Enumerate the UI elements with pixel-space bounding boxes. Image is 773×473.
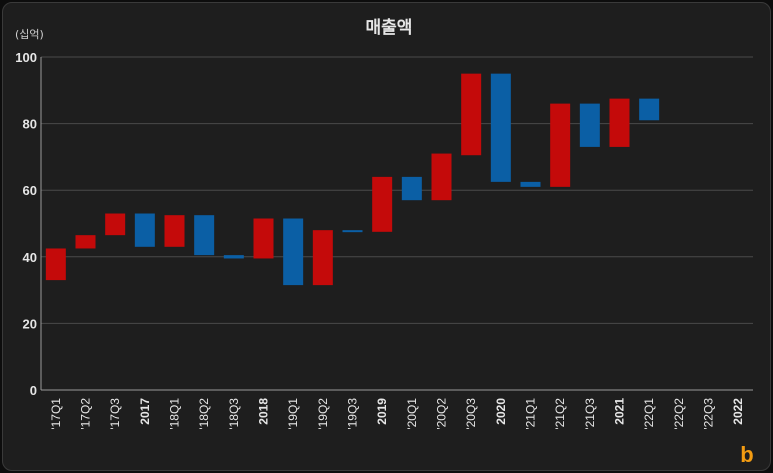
brand-logo: b — [740, 442, 753, 467]
x-tick-label: '22Q1 — [642, 398, 656, 430]
x-tick-label: '19Q2 — [316, 398, 330, 430]
bar-17Q3 — [105, 213, 126, 236]
bar-19Q1 — [283, 218, 304, 286]
chart-title: 매출액 — [366, 18, 413, 38]
y-unit-label: (십억) — [15, 28, 44, 41]
bar-2018 — [253, 218, 274, 259]
x-tick-label: 2020 — [494, 398, 508, 425]
x-tick-label: '18Q3 — [227, 398, 241, 430]
x-tick-label: '20Q1 — [405, 398, 419, 430]
x-tick-label: 2017 — [138, 398, 152, 425]
bar-17Q2 — [75, 235, 96, 249]
x-tick-label: '20Q3 — [464, 398, 478, 430]
x-tick-label: '19Q3 — [346, 398, 360, 430]
x-tick-label: '18Q1 — [168, 398, 182, 430]
bar-2021 — [609, 98, 630, 147]
x-tick-label: '18Q2 — [197, 398, 211, 430]
y-tick-label: 40 — [23, 250, 37, 265]
bar-17Q1 — [45, 248, 66, 281]
bar-19Q3 — [342, 230, 363, 233]
x-tick-label: '21Q2 — [553, 398, 567, 430]
x-axis-ticks: '17Q1 '17Q2 '17Q3 2017 '18Q1 '18Q2 '18Q3 2018 '1… — [49, 398, 745, 430]
y-tick-label: 20 — [23, 316, 37, 331]
x-tick-label: '17Q1 — [49, 398, 63, 430]
x-tick-label: 2019 — [375, 398, 389, 425]
x-tick-label: '21Q1 — [524, 398, 538, 430]
bar-20Q1 — [401, 176, 422, 201]
x-tick-label: '17Q3 — [108, 398, 122, 430]
x-tick-label: '22Q3 — [702, 398, 716, 430]
bar-2020 — [490, 73, 511, 182]
bar-21Q3 — [579, 103, 600, 147]
x-tick-label: 2022 — [731, 398, 745, 425]
bar-21Q2 — [550, 103, 571, 187]
brand-logo-icon: b — [740, 442, 753, 467]
y-tick-label: 60 — [23, 183, 37, 198]
bar-18Q1 — [164, 215, 185, 247]
bar-21Q1 — [520, 181, 541, 187]
x-tick-label: 2018 — [257, 398, 271, 425]
x-tick-label: '21Q3 — [583, 398, 597, 430]
y-tick-label: 0 — [30, 383, 37, 398]
y-tick-label: 100 — [15, 50, 37, 65]
bar-20Q3 — [461, 73, 482, 156]
gridlines — [40, 56, 753, 391]
x-tick-label: 2021 — [613, 398, 627, 425]
bar-18Q3 — [223, 255, 244, 259]
x-tick-label: '17Q2 — [79, 398, 93, 430]
bar-20Q2 — [431, 153, 452, 201]
bar-22Q1 — [639, 98, 660, 121]
bar-19Q2 — [312, 230, 333, 286]
bars — [45, 73, 660, 286]
x-tick-label: '19Q1 — [286, 398, 300, 430]
bar-2019 — [372, 176, 393, 232]
waterfall-chart: 매출액 (십억) 0 20 40 60 80 100 '17Q1 '17Q2 '17Q3 201… — [15, 18, 754, 467]
x-tick-label: '22Q2 — [672, 398, 686, 430]
y-tick-label: 80 — [23, 117, 37, 132]
y-axis-ticks: 0 20 40 60 80 100 — [15, 50, 37, 398]
bar-18Q2 — [194, 215, 215, 256]
x-tick-label: '20Q2 — [435, 398, 449, 430]
bar-2017 — [134, 213, 155, 247]
